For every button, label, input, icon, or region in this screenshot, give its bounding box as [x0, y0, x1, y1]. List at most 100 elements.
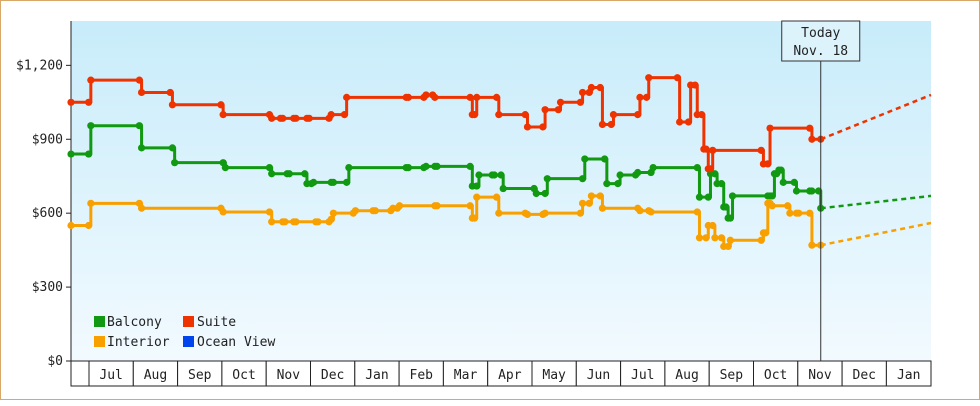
data-point-interior [587, 192, 596, 200]
data-point-suite [609, 111, 618, 119]
data-point-interior [757, 236, 765, 244]
data-point-suite [135, 76, 143, 84]
data-point-suite [541, 106, 549, 114]
data-point-balcony [728, 192, 737, 200]
data-point-interior [327, 215, 335, 223]
data-point-interior [87, 199, 95, 207]
data-point-suite [404, 93, 412, 101]
legend-label-interior: Interior [107, 335, 170, 350]
data-point-balcony [603, 180, 611, 188]
y-tick-label: $300 [32, 280, 63, 295]
data-point-suite [684, 118, 693, 126]
data-point-balcony [497, 171, 505, 179]
data-point-interior [647, 208, 655, 216]
data-point-suite [554, 106, 562, 114]
data-point-interior [585, 199, 593, 207]
data-point-balcony [777, 166, 785, 174]
data-point-balcony [301, 170, 309, 178]
x-month-label: Sep [720, 368, 744, 383]
today-label-line1: Today [801, 26, 840, 41]
data-point-interior [717, 234, 726, 242]
data-point-suite [764, 160, 772, 168]
data-point-interior [724, 242, 732, 251]
data-point-interior [693, 208, 701, 216]
x-month-box [442, 360, 489, 387]
x-month-label: Jun [587, 368, 610, 383]
today-box [781, 20, 861, 62]
data-point-suite [578, 88, 587, 97]
legend: Balcony Suite Interior Ocean View [94, 315, 275, 350]
data-point-balcony [614, 180, 622, 188]
x-month-box [398, 360, 444, 387]
data-point-suite [217, 101, 225, 109]
data-point-suite [556, 98, 565, 106]
data-point-balcony [490, 171, 498, 179]
x-month-box [664, 360, 710, 387]
data-point-balcony [541, 189, 549, 198]
data-point-suite [523, 123, 532, 131]
legend-label-suite: Suite [197, 315, 236, 330]
x-month-label: Nov [277, 368, 301, 383]
series-suite [67, 74, 932, 173]
data-point-balcony [695, 193, 704, 201]
data-point-balcony [693, 163, 701, 172]
data-point-interior [495, 209, 503, 217]
data-point-balcony [285, 170, 293, 178]
data-point-interior [492, 193, 501, 201]
today-label-line2: Nov. 18 [793, 44, 848, 59]
data-point-interior [711, 234, 719, 242]
data-point-suite [607, 120, 615, 129]
data-point-balcony [85, 150, 93, 158]
data-point-interior [219, 208, 227, 216]
x-month-label: Apr [498, 368, 522, 383]
x-month-box [620, 360, 666, 387]
x-month-label: Jan [365, 368, 388, 383]
legend-swatch-ocean-view [183, 336, 194, 347]
data-point-interior [768, 202, 776, 210]
x-month-box [177, 360, 223, 387]
legend-label-balcony: Balcony [107, 315, 162, 330]
x-month-label: Sep [188, 368, 212, 383]
data-point-suite [340, 111, 349, 119]
data-point-balcony [309, 178, 318, 186]
data-point-interior [292, 218, 300, 226]
x-month-label: Jul [99, 368, 122, 383]
x-month-box [885, 360, 932, 387]
data-point-suite [67, 98, 75, 106]
data-point-interior [137, 204, 146, 212]
data-point-suite [466, 93, 474, 101]
data-point-balcony [221, 163, 229, 172]
data-point-balcony [67, 150, 75, 158]
data-point-suite [709, 146, 717, 154]
data-point-suite [702, 145, 710, 153]
data-point-balcony [168, 144, 177, 152]
x-month-box [265, 360, 312, 387]
data-point-interior [808, 241, 816, 249]
data-point-suite [806, 124, 814, 132]
data-point-suite [268, 114, 276, 122]
data-point-balcony [808, 187, 816, 195]
data-point-balcony [268, 170, 276, 178]
data-point-interior [695, 234, 704, 242]
data-point-balcony [475, 171, 483, 179]
data-point-balcony [601, 155, 609, 163]
data-point-suite [292, 114, 300, 122]
data-point-balcony [792, 187, 801, 195]
data-point-interior [636, 207, 644, 215]
data-point-balcony [171, 159, 179, 167]
x-month-label: May [542, 368, 566, 383]
legend-swatch-balcony [94, 316, 105, 327]
x-month-box [531, 360, 577, 387]
data-point-suite [473, 93, 481, 101]
data-point-interior [433, 202, 441, 210]
data-point-interior [395, 202, 404, 210]
data-point-suite [279, 114, 287, 122]
data-point-interior [598, 204, 607, 212]
data-point-interior [329, 209, 338, 217]
data-point-suite [691, 81, 699, 89]
series-balcony [67, 122, 932, 222]
x-month-box [132, 360, 179, 387]
data-point-balcony [137, 144, 146, 152]
legend-swatch-suite [183, 316, 194, 327]
